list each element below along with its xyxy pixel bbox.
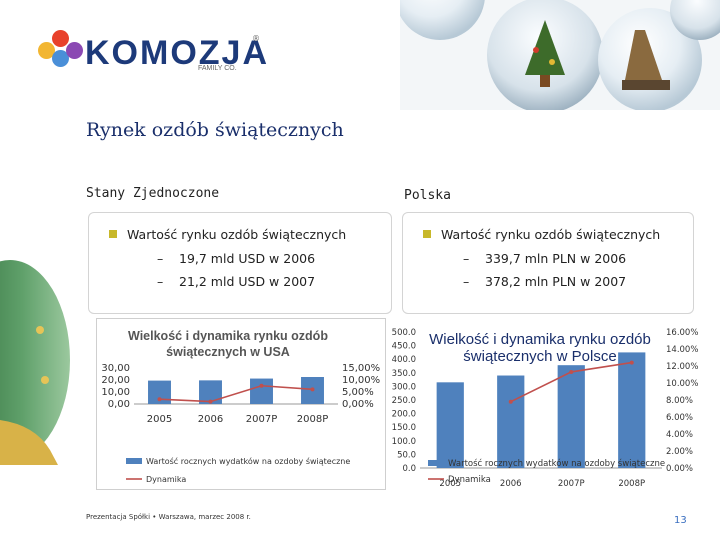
y-left-tick-label: 10,00 [101,387,130,398]
y-left-tick-label: 500.0 [392,328,416,338]
y-right-tick-label: 4.00% [666,430,693,440]
dynamika-point [259,383,264,388]
bar [618,352,646,468]
y-right-tick-label: 2.00% [666,447,693,457]
y-right-tick-label: 12.00% [666,362,698,372]
chart-title: świątecznych w USA [166,345,290,359]
logo-dot [52,30,69,47]
category-label: 2008P [618,479,645,489]
logo-dot [38,42,55,59]
pl-bullet-text: Wartość rynku ozdób świątecznych [441,227,661,242]
y-left-tick-label: 200.0 [392,410,416,420]
y-right-tick-label: 10,00% [342,375,380,386]
pl-item: –378,2 mln PLN w 2007 [463,274,626,289]
dynamika-point [310,387,315,392]
category-label: 2005 [147,414,172,425]
us-bullet: Wartość rynku ozdób świątecznych [109,227,346,242]
category-label: 2008P [297,414,328,425]
y-left-tick-label: 30,00 [101,363,130,374]
category-label: 2006 [500,479,522,489]
dynamika-line [159,384,313,403]
us-chart: Wielkość i dynamika rynku ozdób świąteczn… [96,318,386,490]
dynamika-point [569,369,574,374]
bar [557,365,585,468]
us-item: –21,2 mld USD w 2007 [157,274,315,289]
y-left-tick-label: 350.0 [392,369,416,379]
dynamika-point [208,399,213,404]
pl-bullet: Wartość rynku ozdób świątecznych [423,227,660,242]
y-left-tick-label: 300.0 [392,382,416,392]
dash-marker: – [463,251,470,266]
dash-marker: – [157,274,164,289]
us-item-text: 19,7 mld USD w 2006 [179,251,316,266]
y-left-tick-label: 20,00 [101,375,130,386]
logo-wordmark: KOMOZJA [85,34,269,72]
y-right-tick-label: 6.00% [666,413,693,423]
dash-marker: – [463,274,470,289]
pl-item-text: 378,2 mln PLN w 2007 [485,274,627,289]
us-info-box: Wartość rynku ozdób świątecznych –19,7 m… [88,212,392,314]
bar [199,380,222,404]
y-right-tick-label: 0.00% [666,464,693,474]
y-left-tick-label: 250.0 [392,396,416,406]
y-left-tick-label: 100.0 [392,437,416,447]
bullet-square-icon [109,230,117,238]
page-number: 13 [674,515,687,526]
y-left-tick-label: 0,00 [108,399,130,410]
pl-chart: Wielkość i dynamika rynku ozdóbświąteczn… [392,328,699,489]
legend-line-label: Dynamika [448,475,491,485]
chart-title: świątecznych w Polsce [463,348,616,365]
pl-section-heading: Polska [404,188,451,203]
dash-marker: – [157,251,164,266]
category-label: 2007P [558,479,585,489]
legend-line-label: Dynamika [146,475,186,484]
page-title: Rynek ozdób świątecznych [86,119,344,141]
snow-globes-image [400,0,720,110]
us-section-heading: Stany Zjednoczone [86,186,220,201]
logo-dot [52,50,69,67]
us-item: –19,7 mld USD w 2006 [157,251,315,266]
dynamika-point [629,360,634,365]
logo-registered-mark: ® [252,34,260,43]
y-right-tick-label: 5,00% [342,387,374,398]
y-left-tick-label: 450.0 [392,342,416,352]
footer-text: Prezentacja Spółki • Warszawa, marzec 20… [86,513,251,521]
logo-dot [66,42,83,59]
y-left-tick-label: 50.0 [397,450,416,460]
y-right-tick-label: 14.00% [666,345,698,355]
y-left-tick-label: 400.0 [392,355,416,365]
logo-dots [38,30,83,72]
us-bullet-text: Wartość rynku ozdób świątecznych [127,227,347,242]
legend-bar-label: Wartość rocznych wydatków na ozdoby świą… [448,458,665,469]
y-right-tick-label: 15,00% [342,363,380,374]
decorative-egg-image [0,260,70,465]
chart-title: Wielkość i dynamika rynku ozdób [128,329,328,343]
bar [436,382,464,468]
bar [497,375,525,468]
y-right-tick-label: 10.00% [666,379,698,389]
dynamika-point [508,399,513,404]
logo-subtitle: FAMILY CO. [198,65,237,72]
y-right-tick-label: 0,00% [342,399,374,410]
bullet-square-icon [423,230,431,238]
dynamika-point [157,397,162,402]
pl-info-box: Wartość rynku ozdób świątecznych –339,7 … [402,212,694,314]
legend-bar-swatch [126,458,142,464]
bar [250,378,273,404]
y-right-tick-label: 16.00% [666,328,698,338]
category-label: 2007P [246,414,277,425]
y-right-tick-label: 8.00% [666,396,693,406]
header: KOMOZJA ® FAMILY CO. [0,0,720,110]
y-left-tick-label: 150.0 [392,423,416,433]
pl-item-text: 339,7 mln PLN w 2006 [485,251,627,266]
pl-item: –339,7 mln PLN w 2006 [463,251,626,266]
y-left-tick-label: 0.0 [402,464,416,474]
category-label: 2006 [198,414,223,425]
us-item-text: 21,2 mld USD w 2007 [179,274,316,289]
legend-bar-label: Wartość rocznych wydatków na ozdoby świą… [146,456,350,466]
category-label: 2005 [439,479,461,489]
legend-bar-swatch [428,460,444,466]
chart-title: Wielkość i dynamika rynku ozdób [429,331,651,348]
bar [148,380,171,404]
